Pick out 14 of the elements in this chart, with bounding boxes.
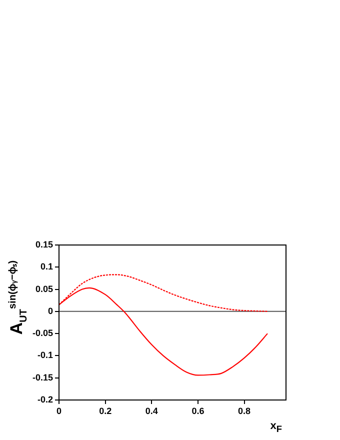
y-tick-label: 0.05: [35, 284, 53, 294]
y-tick-label: -0.1: [37, 350, 53, 360]
y-tick-label: -0.05: [32, 328, 53, 338]
y-tick-label: -0.2: [37, 394, 53, 404]
y-tick-label: 0.15: [35, 239, 53, 250]
x-tick-label: 0.6: [192, 406, 204, 416]
x-tick-label: 0.2: [99, 406, 112, 416]
x-axis-title: x$_{F}$: [270, 420, 282, 434]
x-tick-label: 0: [56, 406, 62, 416]
y-tick-label: -0.15: [32, 372, 53, 382]
x-tick-label: 0.8: [238, 406, 251, 416]
y-tick-label: 0: [48, 306, 53, 316]
x-tick-label: 0.4: [145, 406, 158, 416]
y-tick-label: 0.1: [40, 262, 53, 272]
